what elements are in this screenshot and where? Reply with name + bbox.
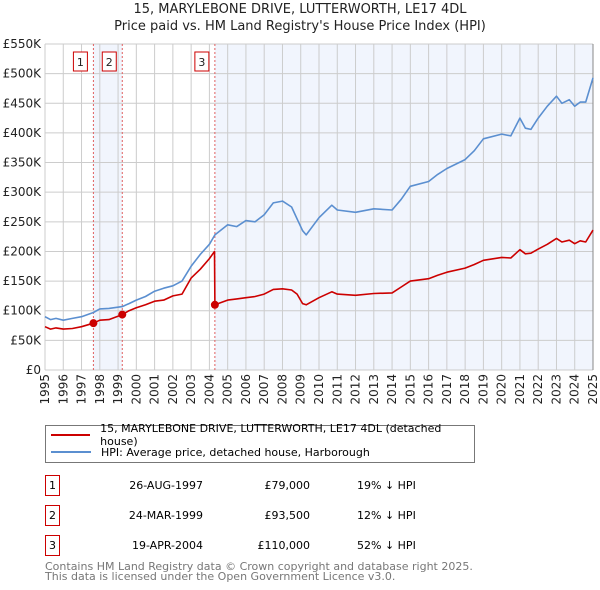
y-tick-label: £250K (3, 215, 43, 229)
transaction-number: 3 (45, 535, 60, 556)
transaction-hpi-diff: 52% ↓ HPI (357, 539, 416, 552)
sale-point (118, 310, 127, 319)
transaction-price: £79,000 (264, 479, 311, 492)
legend-label: HPI: Average price, detached house, Harb… (101, 445, 370, 459)
x-tick-label: 2003 (184, 374, 198, 405)
hpi-line (44, 77, 594, 321)
y-tick-label: £550K (3, 37, 43, 51)
x-tick-label: 2000 (129, 374, 143, 405)
legend-swatch-blue (51, 451, 91, 453)
sale-number-box (101, 51, 117, 72)
transaction-price: £93,500 (264, 509, 311, 522)
x-tick-label: 2001 (148, 374, 162, 405)
transaction-row: 3 19-APR-2004 £110,000 52% ↓ HPI (45, 535, 465, 556)
x-tick-label: 2012 (349, 374, 363, 405)
transaction-number: 1 (45, 475, 60, 496)
legend-swatch-red (51, 434, 91, 436)
sale-number-label: 1 (77, 56, 84, 69)
sale-number-label: 2 (106, 56, 113, 69)
x-tick-label: 2009 (294, 374, 308, 405)
transaction-row: 2 24-MAR-1999 £93,500 12% ↓ HPI (45, 505, 465, 526)
x-tick-label: 2023 (549, 374, 563, 405)
legend-label: 15, MARYLEBONE DRIVE, LUTTERWORTH, LE17 … (100, 422, 442, 448)
sale-number-label: 3 (198, 56, 205, 69)
y-tick-label: £500K (3, 67, 43, 81)
x-tick-label: 2018 (458, 374, 472, 405)
y-tick-label: £50K (10, 333, 42, 347)
y-tick-label: £400K (3, 126, 43, 140)
x-tick-label: 2008 (275, 374, 289, 405)
legend-item-property: 15, MARYLEBONE DRIVE, LUTTERWORTH, LE17 … (51, 422, 474, 448)
footer-licence: This data is licensed under the Open Gov… (45, 570, 396, 583)
x-tick-label: 1995 (38, 374, 52, 405)
transaction-date: 19-APR-2004 (131, 539, 203, 552)
y-tick-label: £150K (3, 274, 43, 288)
x-tick-label: 2019 (476, 374, 490, 405)
x-tick-label: 2011 (330, 374, 344, 405)
x-tick-label: 2024 (568, 374, 582, 405)
x-tick-label: 2022 (531, 374, 545, 405)
x-tick-label: 2002 (166, 374, 180, 405)
x-tick-label: 1998 (93, 374, 107, 405)
legend-item-hpi: HPI: Average price, detached house, Harb… (51, 444, 370, 460)
x-tick-label: 1996 (56, 374, 70, 405)
transaction-date: 26-AUG-1997 (129, 479, 203, 492)
x-tick-label: 2004 (202, 374, 216, 405)
footer-copyright: Contains HM Land Registry data © Crown c… (45, 560, 473, 573)
x-tick-label: 2010 (312, 374, 326, 405)
x-tick-label: 1999 (111, 374, 125, 405)
sale-number-box (194, 51, 210, 72)
x-tick-label: 2007 (257, 374, 271, 405)
transaction-number: 2 (45, 505, 60, 526)
y-tick-label: £200K (3, 244, 43, 258)
legend: 15, MARYLEBONE DRIVE, LUTTERWORTH, LE17 … (45, 422, 475, 463)
x-tick-label: 2017 (440, 374, 454, 405)
sale-point (210, 300, 219, 309)
sale-number-box (72, 51, 88, 72)
transaction-hpi-diff: 12% ↓ HPI (357, 509, 416, 522)
transaction-date: 24-MAR-1999 (128, 509, 203, 522)
x-tick-label: 2021 (513, 374, 527, 405)
x-tick-label: 2005 (221, 374, 235, 405)
price-chart: £0 £50K £100K £150K £200K £250K £300K £350K £400… (3, 37, 600, 405)
x-tick-label: 2014 (385, 374, 399, 405)
x-tick-label: 1997 (75, 374, 89, 405)
x-tick-label: 2015 (403, 374, 417, 405)
x-tick-label: 2013 (367, 374, 381, 405)
y-tick-label: £350K (3, 156, 43, 170)
shaded-period (214, 44, 593, 370)
y-tick-label: £450K (3, 96, 43, 110)
transaction-row: 1 26-AUG-1997 £79,000 19% ↓ HPI (45, 475, 465, 496)
chart-title: 15, MARYLEBONE DRIVE, LUTTERWORTH, LE17 … (133, 2, 467, 17)
x-tick-label: 2020 (495, 374, 509, 405)
price-paid-line (44, 229, 594, 330)
x-tick-label: 2016 (422, 374, 436, 405)
y-tick-label: £300K (3, 185, 43, 199)
transaction-hpi-diff: 19% ↓ HPI (357, 479, 416, 492)
sale-point (89, 319, 98, 328)
y-tick-label: £0 (26, 363, 41, 377)
chart-subtitle: Price paid vs. HM Land Registry's House … (114, 19, 486, 34)
transaction-price: £110,000 (257, 539, 311, 552)
y-tick-label: £100K (3, 304, 43, 318)
x-tick-label: 2025 (586, 374, 600, 405)
x-tick-label: 2006 (239, 374, 253, 405)
